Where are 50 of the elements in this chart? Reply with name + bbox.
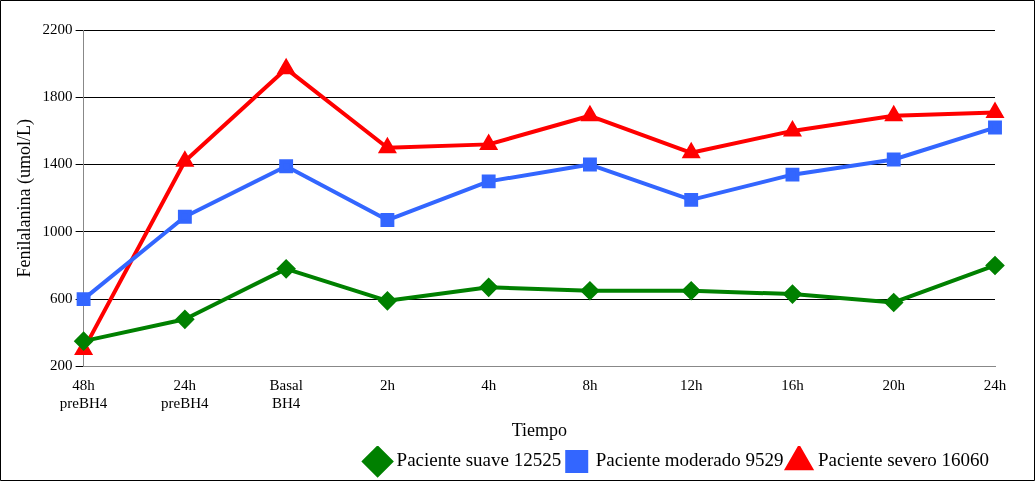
point — [479, 278, 498, 297]
point — [580, 281, 599, 300]
x-tick-label: Basal BH4 — [269, 377, 303, 412]
point — [681, 141, 701, 159]
y-tick-label: 1000 — [42, 222, 73, 239]
point — [279, 159, 294, 174]
point — [175, 310, 194, 329]
x-tick-label: 2h — [379, 377, 396, 394]
x-tick-label: 16h — [781, 377, 805, 394]
point — [176, 152, 193, 167]
point — [580, 104, 600, 122]
x-axis-title: Tiempo — [511, 419, 567, 440]
y-tick-label: 1800 — [42, 88, 73, 105]
point — [276, 57, 296, 75]
point — [884, 293, 903, 312]
x-tick-label: 24h preBH4 — [161, 377, 210, 412]
point — [480, 135, 497, 150]
point — [76, 292, 91, 307]
point — [74, 332, 93, 351]
point — [886, 152, 901, 167]
x-tick-label: 12h — [679, 377, 703, 394]
point — [380, 213, 395, 228]
legend-label: Paciente moderado 9529 — [595, 449, 784, 471]
point — [784, 121, 801, 137]
point — [884, 104, 904, 122]
x-tick-label: 20h — [882, 377, 906, 394]
point — [582, 157, 597, 172]
point — [682, 281, 701, 300]
legend-label: Paciente severo 16060 — [818, 449, 990, 471]
x-tick-label: 8h — [582, 377, 598, 394]
legend-label: Paciente suave 12525 — [396, 449, 562, 471]
y-tick-label: 600 — [50, 290, 73, 307]
y-tick-label: 1400 — [42, 155, 73, 172]
x-tick-label: 4h — [481, 377, 497, 394]
point — [785, 167, 800, 182]
point — [378, 291, 397, 310]
point — [481, 174, 496, 189]
point — [986, 103, 1004, 118]
x-tick-label: 24h — [983, 377, 1007, 394]
point — [378, 136, 397, 154]
point — [684, 192, 699, 207]
point — [988, 120, 1002, 135]
point — [177, 209, 192, 224]
y-tick-label: 200 — [50, 357, 73, 374]
y-tick-label: 2200 — [42, 20, 73, 37]
y-axis-title: Fenilalanina (umol/L) — [13, 118, 35, 278]
point — [986, 256, 1004, 275]
point — [277, 259, 296, 278]
x-tick-label: 48h preBH4 — [59, 377, 108, 412]
point — [783, 285, 802, 304]
